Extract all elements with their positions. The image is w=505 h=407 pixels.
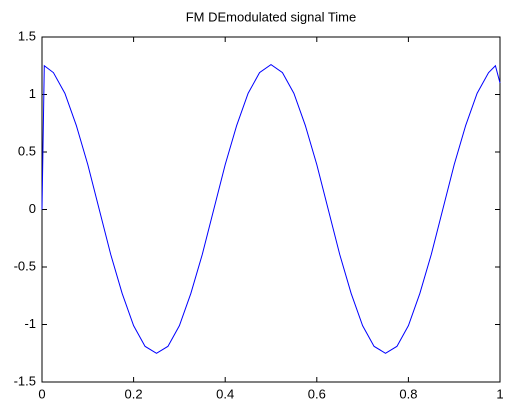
y-tick-label: 1 [29, 86, 36, 101]
x-tick-label: 0.4 [216, 386, 234, 401]
y-tick-label: 1.5 [18, 28, 36, 43]
chart-title: FM DEmodulated signal Time [186, 9, 357, 24]
x-tick-label: 0.2 [125, 386, 143, 401]
data-line [41, 63, 501, 354]
y-tick-label: -1.5 [14, 373, 36, 388]
x-tick-label: 0.6 [308, 386, 326, 401]
y-tick-label: 0 [29, 201, 36, 216]
y-tick-label: -1 [24, 316, 36, 331]
y-tick-label: -0.5 [14, 258, 36, 273]
x-tick-label: 0.8 [399, 386, 417, 401]
y-tick-label: 0.5 [18, 143, 36, 158]
x-tick-label: 1 [496, 386, 503, 401]
x-tick-label: 0 [38, 386, 45, 401]
